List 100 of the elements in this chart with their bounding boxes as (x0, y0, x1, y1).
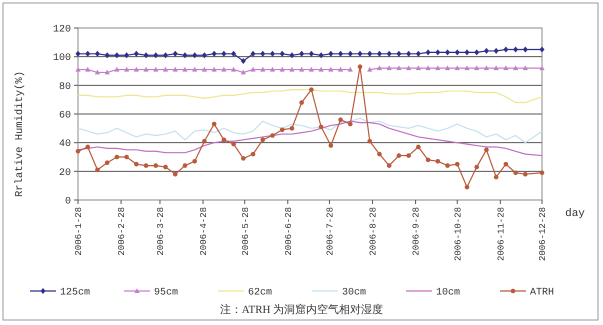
point (172, 172, 178, 176)
point (522, 65, 528, 70)
point (328, 143, 334, 148)
point (104, 160, 110, 166)
y-tick-label: 60 (58, 110, 71, 122)
point (426, 49, 431, 56)
point (212, 66, 217, 72)
point (396, 50, 402, 57)
y-axis-title: Rrlative Humidity(%) (14, 70, 26, 198)
point (376, 50, 382, 57)
point (484, 65, 490, 70)
point (523, 172, 528, 176)
point (540, 46, 544, 52)
point (474, 164, 480, 170)
point (513, 170, 518, 176)
point (299, 50, 304, 57)
point (241, 156, 246, 161)
point (212, 122, 216, 126)
point (338, 117, 343, 122)
y-tick-label: 120 (52, 24, 71, 36)
y-tick-label: 0 (64, 196, 71, 208)
point (464, 184, 470, 190)
point (144, 52, 149, 58)
point (290, 126, 294, 131)
point (134, 162, 139, 166)
point (445, 163, 450, 168)
x-tick-label: 2006-10-28 (453, 207, 464, 262)
point (260, 66, 266, 72)
point (114, 66, 120, 72)
point (289, 66, 295, 72)
point (299, 100, 304, 105)
point (338, 66, 344, 72)
point (182, 163, 188, 168)
legend-label: 62cm (248, 288, 272, 298)
point (328, 66, 334, 72)
point (85, 144, 90, 150)
line-series (77, 120, 543, 156)
x-tick-label: 2006-1-28 (74, 207, 84, 256)
y-tick-label: 20 (58, 168, 71, 179)
point (192, 52, 198, 58)
point (406, 50, 412, 57)
point (289, 52, 294, 58)
point (192, 66, 198, 72)
legend-label: 10cm (436, 288, 460, 298)
point (94, 70, 100, 74)
point (444, 65, 450, 70)
point (464, 65, 470, 70)
point (222, 138, 226, 142)
point (172, 50, 178, 57)
point (503, 46, 508, 52)
point (484, 48, 489, 54)
legend-label: 30cm (342, 288, 366, 298)
point (250, 66, 256, 72)
point (250, 50, 256, 57)
point (358, 64, 362, 69)
point (182, 66, 188, 72)
point (406, 153, 411, 158)
point (348, 122, 353, 126)
point (280, 66, 285, 72)
point (85, 66, 90, 72)
point (192, 159, 197, 164)
y-tick-label: 40 (58, 139, 71, 150)
point (367, 50, 372, 57)
legend-label: 95cm (154, 288, 178, 298)
point (494, 48, 499, 54)
point (503, 65, 508, 70)
point (270, 66, 276, 72)
point (540, 170, 544, 176)
point (358, 50, 363, 57)
x-tick-label: 2006-2-28 (117, 207, 128, 256)
point (386, 65, 392, 70)
point (328, 50, 334, 57)
point (124, 66, 130, 72)
point (464, 49, 470, 56)
point (144, 163, 148, 168)
point (367, 66, 372, 72)
point (182, 52, 188, 58)
point (153, 52, 158, 58)
point (270, 50, 275, 57)
point (348, 50, 353, 57)
point (426, 158, 430, 162)
point (386, 163, 392, 168)
point (76, 148, 80, 154)
point (85, 50, 90, 57)
x-tick-label: 2006-8-28 (368, 207, 379, 256)
y-tick-label: 100 (52, 53, 71, 64)
point (436, 159, 440, 164)
point (474, 65, 480, 70)
point (260, 138, 266, 142)
point (221, 50, 226, 57)
point (396, 153, 402, 158)
point (162, 66, 168, 72)
point (348, 66, 353, 72)
point (134, 66, 139, 72)
point (396, 65, 402, 70)
point (202, 138, 207, 144)
point (406, 65, 412, 70)
x-tick-label: 2006-4-28 (199, 207, 210, 256)
point (338, 50, 344, 57)
point (308, 66, 314, 72)
